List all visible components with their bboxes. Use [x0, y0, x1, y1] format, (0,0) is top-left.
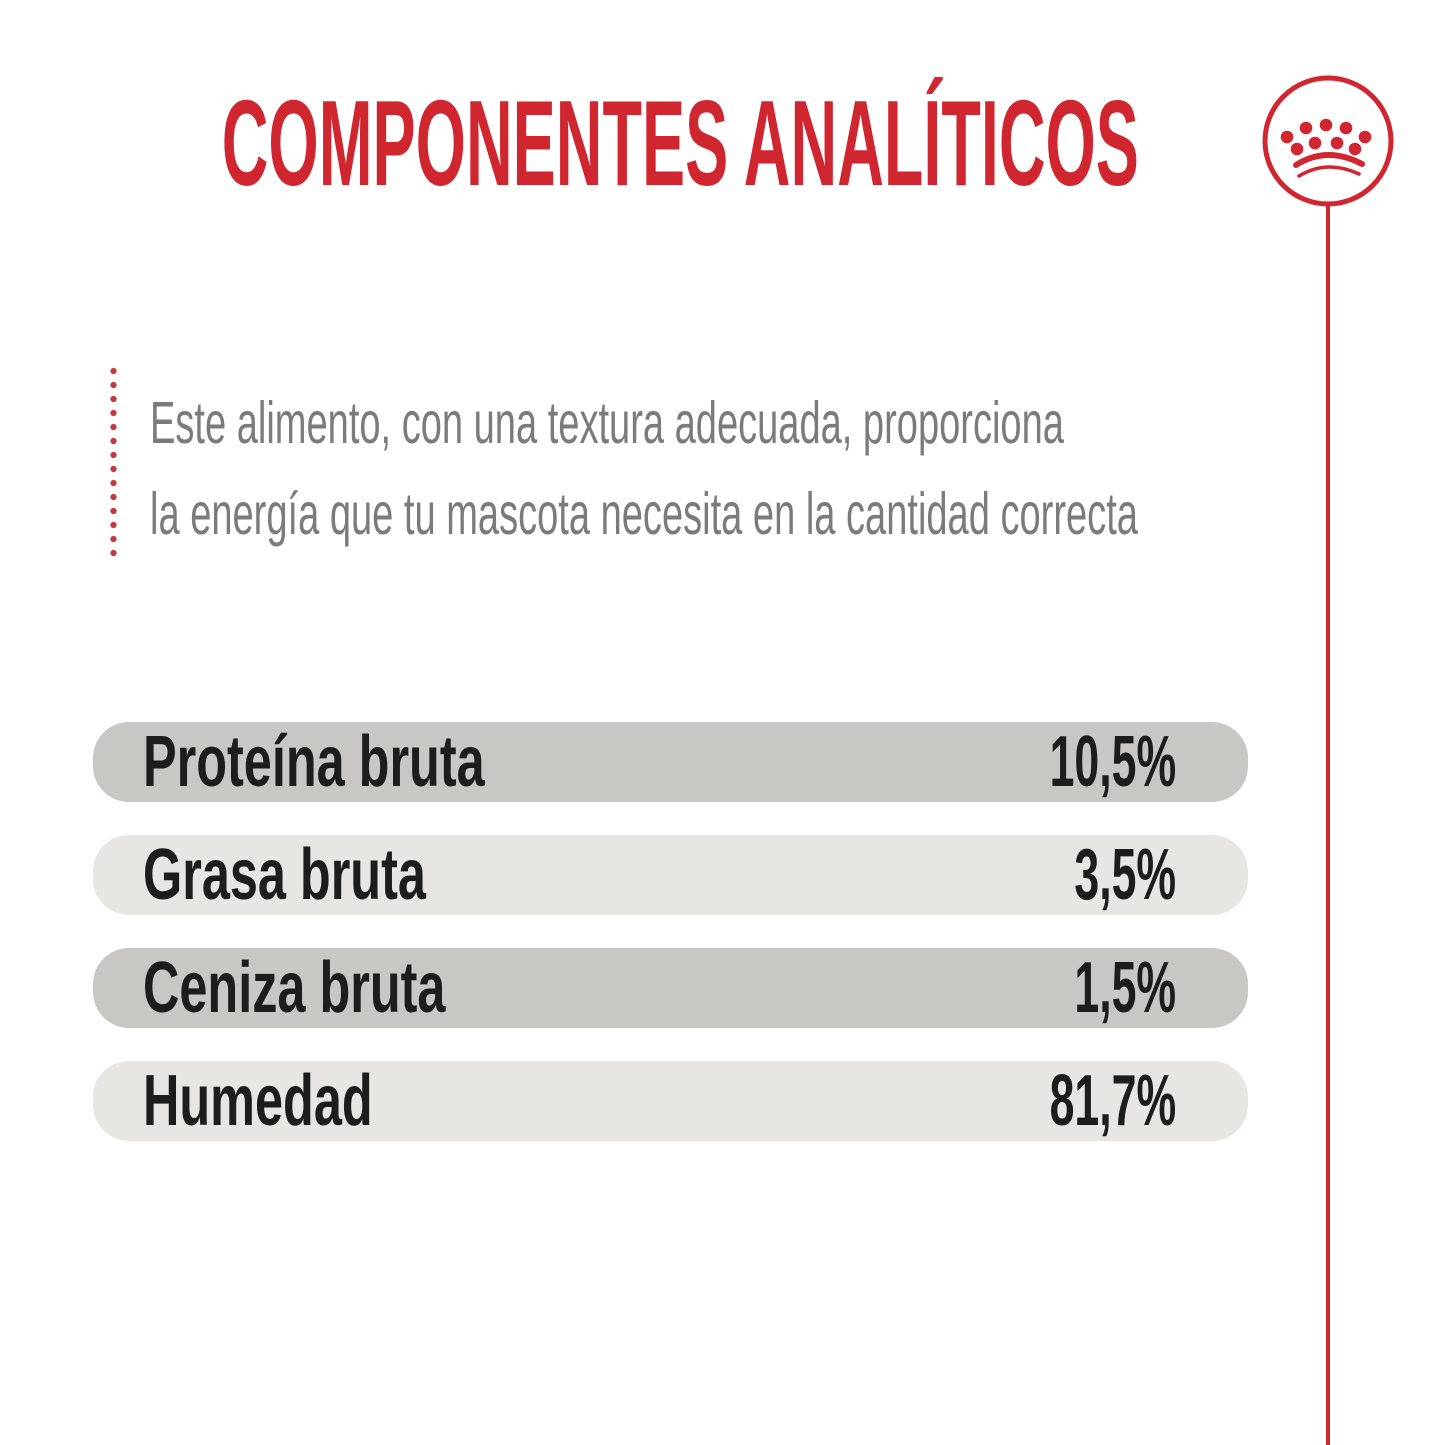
table-row: Humedad 81,7%: [93, 1061, 1248, 1141]
page-title: COMPONENTES ANALÍTICOS: [221, 75, 1139, 211]
intro-line-1: Este alimento, con una textura adecuada,…: [150, 390, 1064, 456]
components-table: Proteína bruta 10,5% Grasa bruta 3,5% Ce…: [93, 722, 1248, 1174]
table-row: Proteína bruta 10,5%: [93, 722, 1248, 802]
component-label: Ceniza bruta: [143, 948, 446, 1028]
component-value: 10,5%: [1049, 722, 1176, 802]
table-row: Ceniza bruta 1,5%: [93, 948, 1248, 1028]
component-label: Proteína bruta: [143, 722, 485, 802]
dotted-accent-line: [110, 364, 117, 560]
intro-line-2: la energía que tu mascota necesita en la…: [150, 481, 1138, 547]
component-value: 3,5%: [1074, 835, 1176, 915]
intro-text: Este alimento, con una textura adecuada,…: [150, 378, 1445, 560]
component-label: Humedad: [143, 1061, 373, 1141]
header: COMPONENTES ANALÍTICOS: [0, 82, 1360, 204]
component-value: 1,5%: [1074, 948, 1176, 1028]
component-label: Grasa bruta: [143, 835, 426, 915]
brand-mark: [1262, 75, 1394, 1445]
vertical-accent-line: [1326, 206, 1330, 1445]
component-value: 81,7%: [1049, 1061, 1176, 1141]
table-row: Grasa bruta 3,5%: [93, 835, 1248, 915]
crown-icon: [1262, 75, 1394, 207]
